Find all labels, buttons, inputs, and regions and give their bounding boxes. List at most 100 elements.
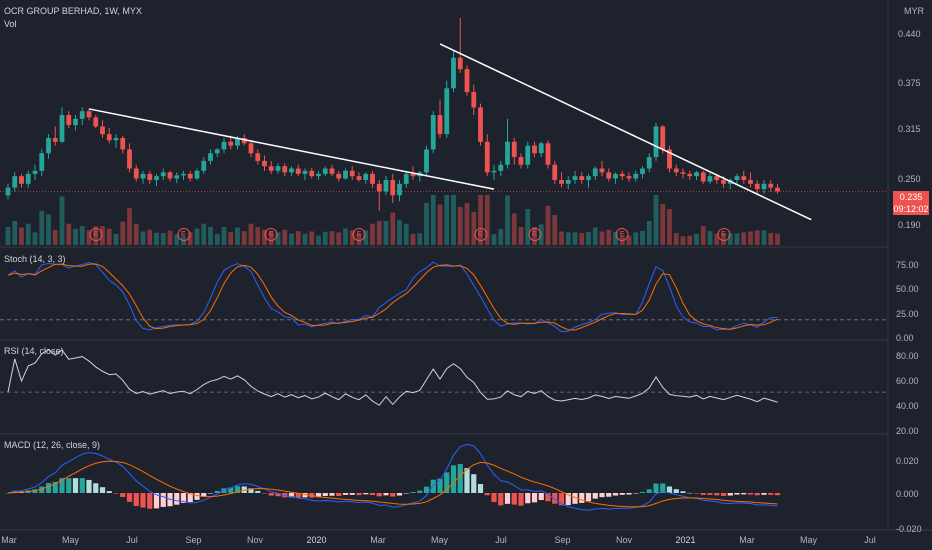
macd-histogram-bar bbox=[693, 493, 700, 494]
macd-histogram-bar bbox=[741, 493, 747, 495]
earnings-marker[interactable]: E bbox=[352, 228, 366, 241]
macd-histogram-bar bbox=[606, 493, 612, 497]
macd-histogram-bar bbox=[761, 493, 767, 495]
candle-body bbox=[100, 126, 105, 135]
volume-bar bbox=[410, 233, 416, 245]
macd-histogram-bar bbox=[214, 490, 220, 493]
volume-bar bbox=[275, 232, 281, 245]
candle-body bbox=[329, 168, 335, 174]
candle-body bbox=[754, 183, 760, 190]
candle-body bbox=[694, 172, 699, 177]
macd-histogram-bar bbox=[113, 493, 119, 494]
macd-histogram-bar bbox=[322, 493, 328, 496]
candle-body bbox=[113, 137, 119, 141]
candle-body bbox=[12, 176, 18, 188]
time-axis-label: Jul bbox=[126, 535, 138, 545]
candle-body bbox=[25, 173, 31, 184]
macd-histogram-bar bbox=[504, 493, 511, 504]
volume-bar bbox=[214, 233, 220, 245]
stoch-pane-label: Stoch (14, 3, 3) bbox=[4, 254, 66, 264]
candle-body bbox=[66, 115, 72, 125]
candle-body bbox=[660, 126, 666, 150]
earnings-marker[interactable]: E bbox=[264, 228, 278, 241]
candle-body bbox=[714, 176, 720, 180]
macd-histogram-bar bbox=[572, 493, 578, 504]
earnings-marker[interactable]: E bbox=[89, 228, 103, 241]
candle-body bbox=[491, 170, 497, 173]
time-axis-label: Mar bbox=[1, 535, 17, 545]
volume-bar bbox=[559, 231, 564, 245]
volume-bar bbox=[329, 231, 335, 245]
volume-bar bbox=[282, 229, 288, 245]
rsi-pane-label: RSI (14, close) bbox=[4, 346, 64, 356]
volume-bar bbox=[208, 227, 213, 245]
stoch-d-line bbox=[7, 263, 778, 331]
candle-body bbox=[484, 141, 490, 173]
time-axis-label: Nov bbox=[246, 535, 264, 545]
volume-bar bbox=[660, 203, 666, 245]
macd-histogram-bar bbox=[376, 493, 382, 497]
macd-histogram-bar bbox=[79, 478, 85, 493]
volume-bar bbox=[775, 233, 780, 245]
volume-bar bbox=[444, 195, 450, 245]
candle-body bbox=[741, 176, 747, 180]
candle-body bbox=[640, 168, 645, 174]
candle-body bbox=[133, 168, 139, 179]
volume-bar bbox=[316, 235, 321, 245]
macd-histogram-bar bbox=[430, 479, 436, 493]
candle-body bbox=[120, 137, 126, 150]
macd-histogram-bar bbox=[66, 478, 72, 493]
volume-bar bbox=[160, 233, 166, 245]
macd-histogram-bar bbox=[619, 493, 625, 495]
candle-body bbox=[174, 175, 180, 179]
macd-histogram-bar bbox=[45, 482, 52, 493]
candle-body bbox=[241, 137, 247, 144]
earnings-marker[interactable]: E bbox=[615, 228, 629, 241]
time-axis-label: May bbox=[430, 535, 449, 545]
volume-bar bbox=[397, 220, 402, 245]
volume-bar bbox=[127, 208, 132, 245]
volume-bar bbox=[545, 205, 551, 245]
volume-bar bbox=[592, 227, 598, 245]
candle-body bbox=[592, 168, 598, 177]
macd-histogram-bar bbox=[59, 478, 65, 493]
volume-bar bbox=[106, 228, 112, 245]
macd-histogram-bar bbox=[160, 493, 166, 507]
earnings-marker[interactable]: E bbox=[474, 228, 487, 241]
macd-histogram-bar bbox=[396, 493, 403, 496]
candle-body bbox=[147, 173, 153, 180]
macd-histogram-bar bbox=[417, 490, 423, 493]
macd-histogram-bar bbox=[666, 486, 673, 493]
macd-histogram-bar bbox=[228, 487, 234, 493]
volume-bar bbox=[417, 233, 423, 245]
macd-histogram-bar bbox=[72, 478, 79, 493]
candle-body bbox=[538, 143, 544, 154]
candle-body bbox=[187, 173, 193, 179]
volume-bar bbox=[120, 221, 126, 245]
volume-bar bbox=[646, 221, 652, 245]
macd-histogram-bar bbox=[140, 493, 146, 508]
candle-body bbox=[390, 179, 396, 196]
earnings-marker[interactable]: E bbox=[528, 228, 541, 241]
macd-histogram-bar bbox=[288, 493, 295, 498]
macd-histogram-bar bbox=[295, 493, 301, 498]
candle-body bbox=[457, 57, 463, 70]
volume-bar bbox=[673, 233, 679, 245]
volume-label: Vol bbox=[4, 19, 17, 29]
macd-histogram-bar bbox=[268, 493, 274, 496]
trendline bbox=[88, 108, 495, 190]
earnings-marker[interactable]: E bbox=[717, 228, 730, 241]
candle-body bbox=[282, 166, 288, 173]
macd-histogram-bar bbox=[477, 484, 484, 493]
volume-bar bbox=[714, 233, 720, 245]
volume-bar bbox=[653, 195, 659, 245]
stoch-tick: 25.00 bbox=[896, 309, 919, 319]
candle-body bbox=[451, 57, 456, 89]
volume-bar bbox=[525, 209, 531, 245]
earnings-marker[interactable]: E bbox=[177, 228, 190, 241]
volume-bar bbox=[633, 232, 639, 245]
macd-histogram-bar bbox=[241, 486, 247, 493]
candle-body bbox=[599, 168, 605, 173]
